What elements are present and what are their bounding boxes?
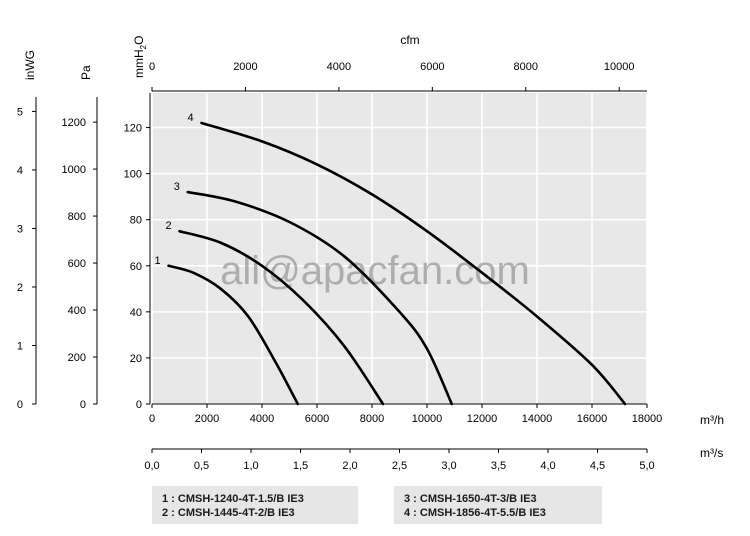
pa-tick-label: 600 [68, 258, 86, 270]
fan-curve-3 [186, 190, 454, 406]
x2-tick-label: 4,5 [590, 460, 605, 472]
top-tick-label: 10000 [604, 61, 635, 73]
y-axis-unit: mmH2O [132, 36, 148, 78]
pa-axis-unit: Pa [79, 65, 93, 80]
x-tick-label: 10000 [412, 413, 443, 425]
inwg-tick-label: 0 [17, 399, 23, 411]
y-tick-label: 120 [124, 123, 142, 135]
legend-entry-3: 3 : CMSH-1650-4T-3/B IE3 [404, 493, 537, 505]
x2-tick-label: 4,0 [540, 460, 555, 472]
x2-tick-label: 2,0 [342, 460, 357, 472]
legend-entry-4: 4 : CMSH-1856-4T-5.5/B IE3 [404, 507, 546, 519]
top-tick-label: 8000 [514, 61, 538, 73]
pa-tick-label: 800 [68, 211, 86, 223]
y-tick-label: 60 [130, 261, 142, 273]
legend-left: 1 : CMSH-1240-4T-1.5/B IE3 2 : CMSH-1445… [152, 486, 358, 524]
x-tick-label: 16000 [577, 413, 608, 425]
top-tick-label: 2000 [233, 61, 257, 73]
fan-curve-1 [167, 264, 300, 406]
x-tick-label: 6000 [305, 413, 329, 425]
x2-tick-label: 1,0 [243, 460, 258, 472]
x2-axis-unit: m³/s [700, 446, 723, 460]
curve-label-3: 3 [174, 181, 180, 193]
pa-tick-label: 200 [68, 352, 86, 364]
x2-tick-label: 0,0 [144, 460, 159, 472]
y-tick-label: 40 [130, 307, 142, 319]
x2-tick-label: 0,5 [194, 460, 209, 472]
x-tick-label: 18000 [632, 413, 663, 425]
legend-entry-1: 1 : CMSH-1240-4T-1.5/B IE3 [162, 493, 304, 505]
x-tick-label: 12000 [467, 413, 498, 425]
legend-right: 3 : CMSH-1650-4T-3/B IE3 4 : CMSH-1856-4… [394, 486, 602, 524]
pa-tick-label: 0 [80, 399, 86, 411]
x2-tick-label: 3,0 [441, 460, 456, 472]
y-tick-label: 20 [130, 353, 142, 365]
curve-label-4: 4 [188, 112, 194, 124]
inwg-tick-label: 1 [17, 340, 23, 352]
x-tick-label: 4000 [250, 413, 274, 425]
y-tick-label: 100 [124, 169, 142, 181]
x-tick-label: 0 [149, 413, 155, 425]
legend-entry-2: 2 : CMSH-1445-4T-2/B IE3 [162, 507, 295, 519]
x-axis-unit: m³/h [700, 413, 724, 427]
inwg-tick-label: 3 [17, 223, 23, 235]
x-tick-label: 8000 [360, 413, 384, 425]
pa-tick-label: 400 [68, 305, 86, 317]
fan-curves: 1 2 3 4 [155, 112, 627, 406]
y-tick-label: 0 [136, 399, 142, 411]
top-tick-label: 4000 [327, 61, 351, 73]
x2-tick-label: 2,5 [392, 460, 407, 472]
top-tick-label: 0 [149, 61, 155, 73]
y-tick-label: 80 [130, 215, 142, 227]
x2-tick-label: 5,0 [639, 460, 654, 472]
x2-tick-label: 1,5 [293, 460, 308, 472]
x2-tick-label: 3,5 [491, 460, 506, 472]
fan-curve-4 [200, 121, 627, 406]
pa-tick-label: 1000 [62, 164, 86, 176]
inwg-axis-unit: inWG [23, 50, 37, 80]
fan-curve-2 [178, 229, 385, 406]
x-tick-label: 2000 [195, 413, 219, 425]
inwg-tick-label: 2 [17, 282, 23, 294]
axes: 0 2000 4000 6000 8000 10000 12000 14000 16000 180… [17, 33, 724, 472]
inwg-tick-label: 5 [17, 106, 23, 118]
top-tick-label: 6000 [420, 61, 444, 73]
curve-label-2: 2 [166, 220, 172, 232]
pa-tick-label: 1200 [62, 117, 86, 129]
top-axis-unit: cfm [400, 33, 419, 47]
curve-label-1: 1 [155, 255, 161, 267]
inwg-tick-label: 4 [17, 165, 23, 177]
x-tick-label: 14000 [522, 413, 553, 425]
